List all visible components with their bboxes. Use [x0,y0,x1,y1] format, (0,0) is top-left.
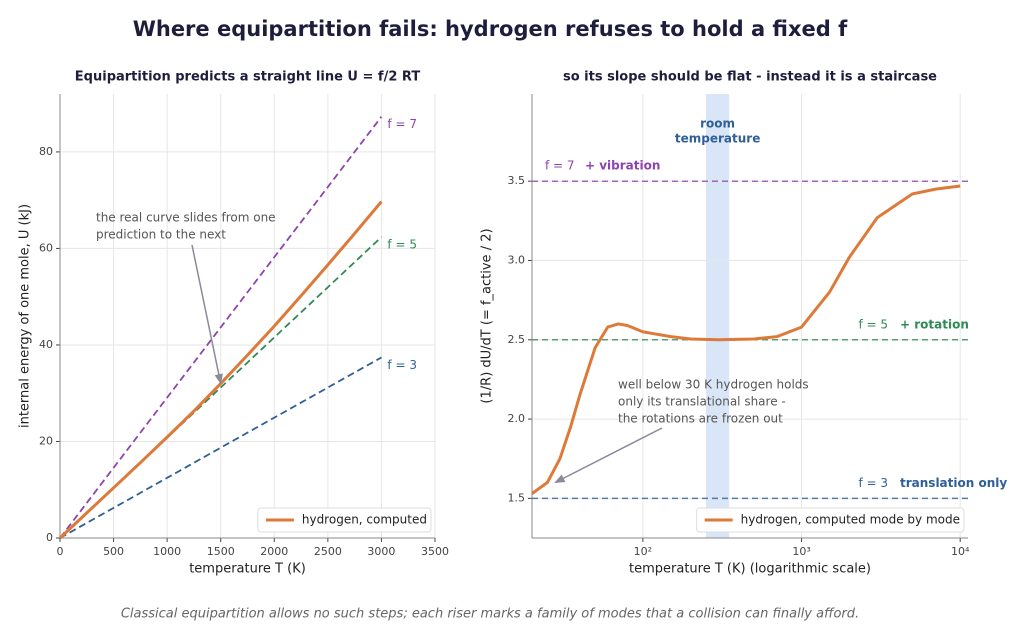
x-axis-label: temperature T (K) [189,562,306,577]
annotation-text: well below 30 K hydrogen holds [618,378,809,392]
prediction-line [59,116,383,539]
y-tick-label: 3.5 [508,174,526,187]
x-tick-label: 10⁴ [951,545,970,558]
figure-title: Where equipartition fails: hydrogen refu… [133,17,848,41]
x-tick-label: 10² [634,545,652,558]
x-tick-label: 10³ [792,545,810,558]
x-tick-label: 2500 [314,545,342,558]
subplot-title: Equipartition predicts a straight line U… [75,70,421,85]
annotation-text: only its translational share - [618,395,786,409]
y-tick-label: 2.0 [508,412,526,425]
y-tick-label: 0 [46,531,53,544]
annotation-text: prediction to the next [96,228,226,242]
reference-label: f = 5 [858,317,888,331]
prediction-line [59,356,382,539]
annotation-text: the real curve slides from one [96,211,276,225]
caption: Classical equipartition allows no such s… [121,607,859,622]
x-tick-label: 3000 [367,545,395,558]
line-end-label: f = 7 [387,117,417,131]
line-end-label: f = 3 [387,358,417,372]
line-end-label: f = 5 [387,238,417,252]
x-tick-label: 0 [57,545,64,558]
band-label: room [700,117,735,131]
y-tick-label: 60 [39,241,53,254]
reference-label: f = 3 [858,476,888,490]
legend-label: hydrogen, computed [302,513,427,527]
y-tick-label: 20 [39,434,53,447]
annotation-text: the rotations are frozen out [618,412,783,426]
x-tick-label: 500 [103,545,124,558]
x-axis-label: temperature T (K) (logarithmic scale) [629,562,871,577]
annotation-arrow [554,427,663,484]
data-line [531,184,961,495]
legend-label: hydrogen, computed mode by mode [741,513,960,527]
y-tick-label: 80 [39,145,53,158]
room-band [706,94,730,538]
subplot-title: so its slope should be flat - instead it… [563,70,937,85]
y-tick-label: 40 [39,338,53,351]
y-axis-label: (1/R) dU/dT (= f_active / 2) [480,228,495,403]
reference-note: + rotation [900,317,969,331]
annotation-arrow [191,244,223,385]
x-tick-label: 1500 [207,545,235,558]
band-label: temperature [675,132,760,146]
y-tick-label: 2.5 [508,333,526,346]
y-axis-label: internal energy of one mole, U (kJ) [18,204,33,428]
prediction-line [59,236,383,539]
x-tick-label: 1000 [153,545,181,558]
x-tick-label: 3500 [421,545,449,558]
x-tick-label: 2000 [260,545,288,558]
legend-box [696,507,965,533]
reference-label: f = 7 [545,159,575,173]
y-tick-label: 3.0 [508,254,526,267]
reference-note: translation only [900,476,1007,490]
y-tick-label: 1.5 [508,491,526,504]
legend-box [257,507,432,533]
reference-note: + vibration [585,159,660,173]
